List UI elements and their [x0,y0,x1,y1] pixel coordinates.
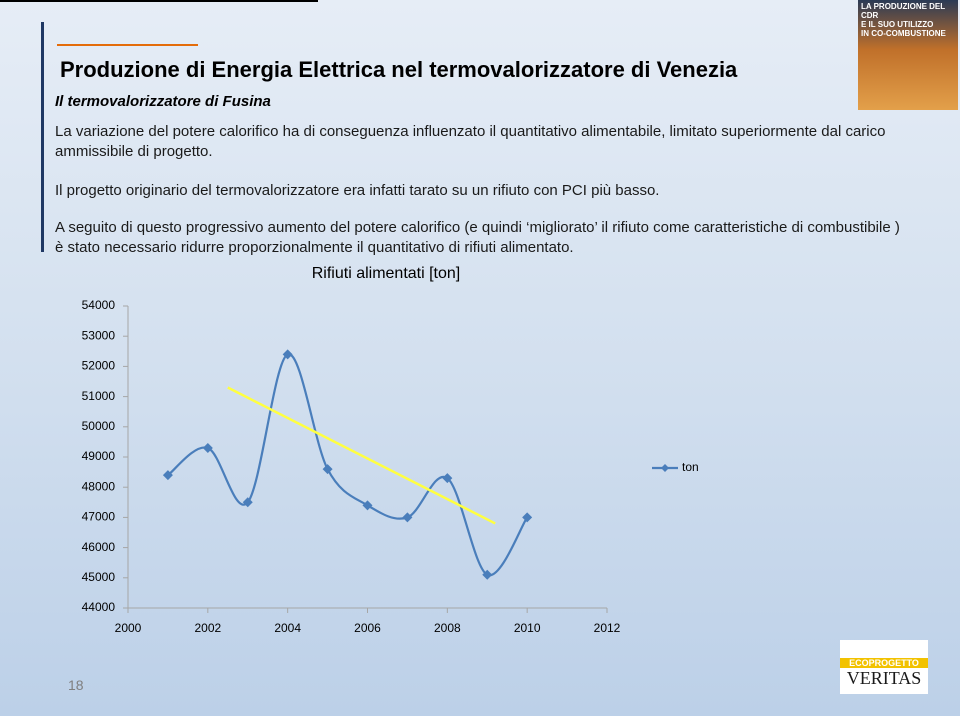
point-marker [282,349,293,360]
y-tick-label: 46000 [82,540,116,554]
point-marker [402,512,413,523]
top-rule [0,0,318,2]
point-marker [522,512,533,523]
point-marker [482,569,493,580]
y-tick-label: 49000 [82,449,116,463]
x-tick-label: 2000 [115,621,142,635]
series-line [167,353,529,577]
y-tick-label: 48000 [82,479,116,493]
trend-line [227,386,496,525]
side-bar [41,22,44,252]
legend-label: ton [682,460,699,474]
x-tick-label: 2008 [434,621,461,635]
x-tick-label: 2004 [274,621,301,635]
chart-title: Rifiuti alimentati [ton] [312,265,461,282]
logo-text: E IL SUO UTILIZZO [861,20,934,29]
y-tick-label: 45000 [82,570,116,584]
y-tick-label: 53000 [82,328,116,342]
logo-bottom: ECOPROGETTO VERITAS [840,640,928,694]
logo-text: ECOPROGETTO [840,658,928,668]
y-tick-label: 52000 [82,359,116,373]
paragraph: Il progetto originario del termovalorizz… [55,182,660,199]
y-tick-label: 47000 [82,510,116,524]
accent-line [57,44,198,46]
x-tick-label: 2006 [354,621,381,635]
logo-text: IN CO-COMBUSTIONE [861,29,946,38]
legend-marker [661,464,669,472]
slide-title: Produzione di Energia Elettrica nel term… [60,57,738,82]
x-tick-label: 2010 [514,621,541,635]
y-tick-label: 54000 [82,298,116,312]
logo-text: LA PRODUZIONE DEL CDR [861,2,946,20]
point-marker [362,500,373,511]
paragraph: A seguito di questo progressivo aumento … [55,219,900,256]
logo-text: VERITAS [846,668,922,688]
point-marker [202,442,213,453]
y-tick-label: 50000 [82,419,116,433]
paragraph: La variazione del potere calorifico ha d… [55,123,886,160]
logo-top: LA PRODUZIONE DEL CDR E IL SUO UTILIZZO … [858,0,958,110]
point-marker [322,464,333,475]
x-tick-label: 2002 [194,621,221,635]
x-tick-label: 2012 [594,621,621,635]
y-tick-label: 51000 [82,389,116,403]
y-tick-label: 44000 [82,600,116,614]
point-marker [162,470,173,481]
page-number: 18 [68,677,84,693]
slide-subtitle: Il termovalorizzatore di Fusina [55,93,271,110]
point-marker [442,473,453,484]
point-marker [242,497,253,508]
